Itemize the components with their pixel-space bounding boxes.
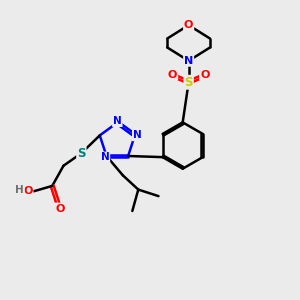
Text: N: N xyxy=(100,152,109,163)
Text: S: S xyxy=(184,76,193,89)
Text: O: O xyxy=(56,203,65,214)
Text: O: O xyxy=(168,70,177,80)
Text: H: H xyxy=(15,185,24,195)
Text: O: O xyxy=(184,20,193,30)
Text: N: N xyxy=(184,56,193,66)
Text: S: S xyxy=(77,147,86,160)
Text: N: N xyxy=(133,130,142,140)
Text: O: O xyxy=(200,70,209,80)
Text: O: O xyxy=(23,186,32,196)
Text: N: N xyxy=(113,116,122,126)
